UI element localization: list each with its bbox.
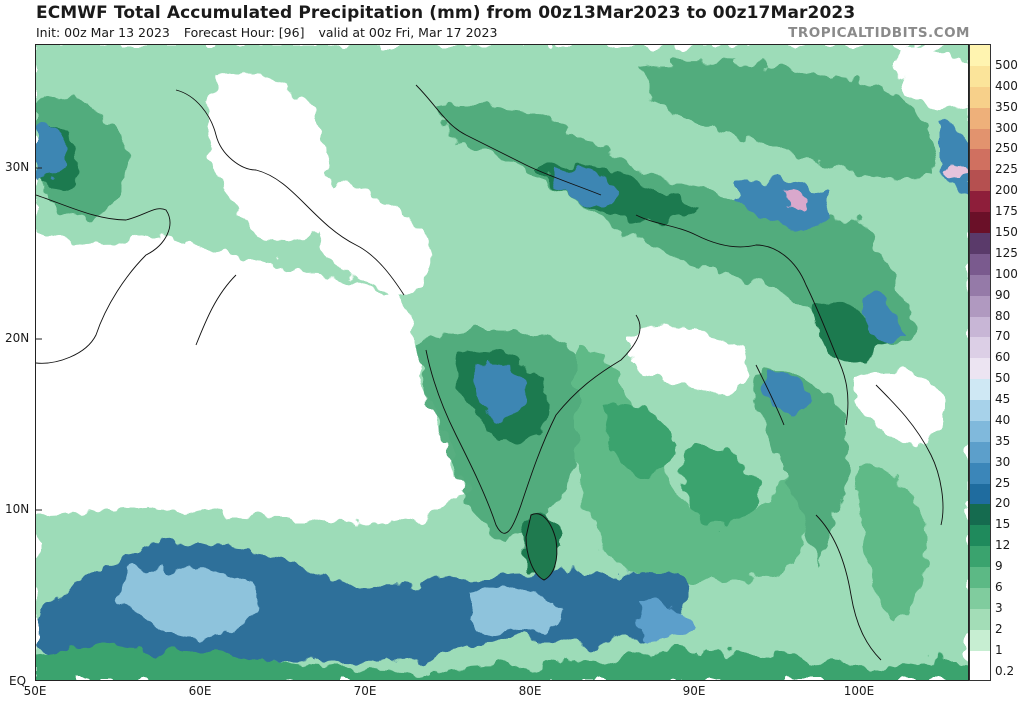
colorbar-level-label: 60	[995, 350, 1011, 365]
colorbar-cell	[970, 462, 990, 485]
colorbar-level-label: 175	[995, 204, 1018, 219]
lat-label-10n: 10N	[5, 502, 30, 516]
colorbar-cell	[970, 337, 990, 359]
colorbar-cell	[970, 567, 990, 589]
forecast-hour: Forecast Hour: [96]	[183, 25, 305, 40]
chart-subtitle: Init: 00z Mar 13 2023 Forecast Hour: [96…	[36, 25, 507, 40]
lon-label-90e: 90E	[682, 684, 706, 698]
valid-time: valid at 00z Fri, Mar 17 2023	[318, 25, 498, 40]
lon-label-50e: 50E	[23, 684, 47, 698]
lat-label-30n: 30N	[5, 160, 30, 174]
colorbar-level-label: 400	[995, 78, 1018, 93]
colorbar-cell	[970, 650, 990, 673]
colorbar-cell	[970, 274, 990, 297]
colorbar-cell	[970, 191, 990, 213]
precip-field-blue-inland	[36, 123, 968, 420]
colorbar-level-label: 6	[995, 580, 1003, 595]
colorbar-level-label: 500	[995, 57, 1018, 72]
colorbar-cell	[970, 379, 990, 401]
colorbar-level-label: 45	[995, 392, 1011, 407]
colorbar-cell	[970, 295, 990, 318]
lon-label-70e: 70E	[353, 684, 377, 698]
colorbar-cell	[970, 86, 990, 109]
colorbar-level-label: 90	[995, 287, 1011, 302]
lat-label-eq: EQ	[9, 674, 27, 688]
colorbar-cell	[970, 107, 990, 130]
colorbar-level-label: 40	[995, 412, 1011, 427]
colorbar-cell	[970, 316, 990, 338]
colorbar-cell	[970, 400, 990, 422]
precip-colorbar	[969, 44, 991, 681]
colorbar-level-label: 9	[995, 559, 1003, 574]
brand-watermark: TROPICALTIDBITS.COM	[788, 25, 970, 41]
colorbar-cell	[970, 149, 990, 171]
colorbar-level-label: 1	[995, 642, 1003, 657]
lon-label-60e: 60E	[188, 684, 212, 698]
colorbar-level-label: 100	[995, 266, 1018, 281]
precipitation-map	[35, 44, 969, 681]
colorbar-cell	[970, 441, 990, 464]
colorbar-level-label: 30	[995, 454, 1011, 469]
colorbar-cell	[970, 629, 990, 652]
country-borders	[36, 84, 944, 661]
colorbar-level-label: 200	[995, 183, 1018, 198]
colorbar-level-label: 125	[995, 245, 1018, 260]
colorbar-level-label: 20	[995, 496, 1011, 511]
colorbar-cell	[970, 65, 990, 88]
colorbar-cell	[970, 588, 990, 610]
colorbar-level-label: 50	[995, 371, 1011, 386]
colorbar-cell	[970, 504, 990, 526]
map-graticule-ticks	[36, 167, 42, 511]
colorbar-level-label: 70	[995, 329, 1011, 344]
colorbar-cell	[970, 45, 990, 67]
dry-regions	[36, 49, 968, 515]
colorbar-cell	[970, 170, 990, 192]
chart-title: ECMWF Total Accumulated Precipitation (m…	[36, 3, 856, 23]
colorbar-level-label: 350	[995, 99, 1018, 114]
map-canvas	[36, 45, 968, 680]
colorbar-cell	[970, 608, 990, 631]
lat-label-20n: 20N	[5, 331, 30, 345]
sri-lanka-outline	[525, 513, 558, 581]
colorbar-cell	[970, 128, 990, 151]
colorbar-level-label: 15	[995, 517, 1011, 532]
precip-field-ocean	[36, 545, 968, 680]
colorbar-cell	[970, 546, 990, 568]
colorbar-level-label: 250	[995, 141, 1018, 156]
colorbar-cell	[970, 525, 990, 547]
colorbar-level-label: 35	[995, 433, 1011, 448]
colorbar-level-label: 300	[995, 120, 1018, 135]
colorbar-level-label: 12	[995, 538, 1011, 553]
lon-label-80e: 80E	[518, 684, 542, 698]
colorbar-level-label: 3	[995, 600, 1003, 615]
colorbar-cell	[970, 671, 990, 680]
colorbar-level-label: 0.2	[995, 663, 1015, 678]
colorbar-level-label: 25	[995, 475, 1011, 490]
colorbar-level-label: 80	[995, 308, 1011, 323]
colorbar-cell	[970, 232, 990, 255]
colorbar-cell	[970, 420, 990, 443]
colorbar-cell	[970, 212, 990, 234]
colorbar-level-label: 150	[995, 224, 1018, 239]
colorbar-cell	[970, 483, 990, 506]
colorbar-cell	[970, 358, 990, 380]
colorbar-level-label: 225	[995, 162, 1018, 177]
colorbar-level-label: 2	[995, 621, 1003, 636]
init-time: Init: 00z Mar 13 2023	[36, 25, 170, 40]
colorbar-cell	[970, 253, 990, 276]
lon-label-100e: 100E	[843, 684, 875, 698]
